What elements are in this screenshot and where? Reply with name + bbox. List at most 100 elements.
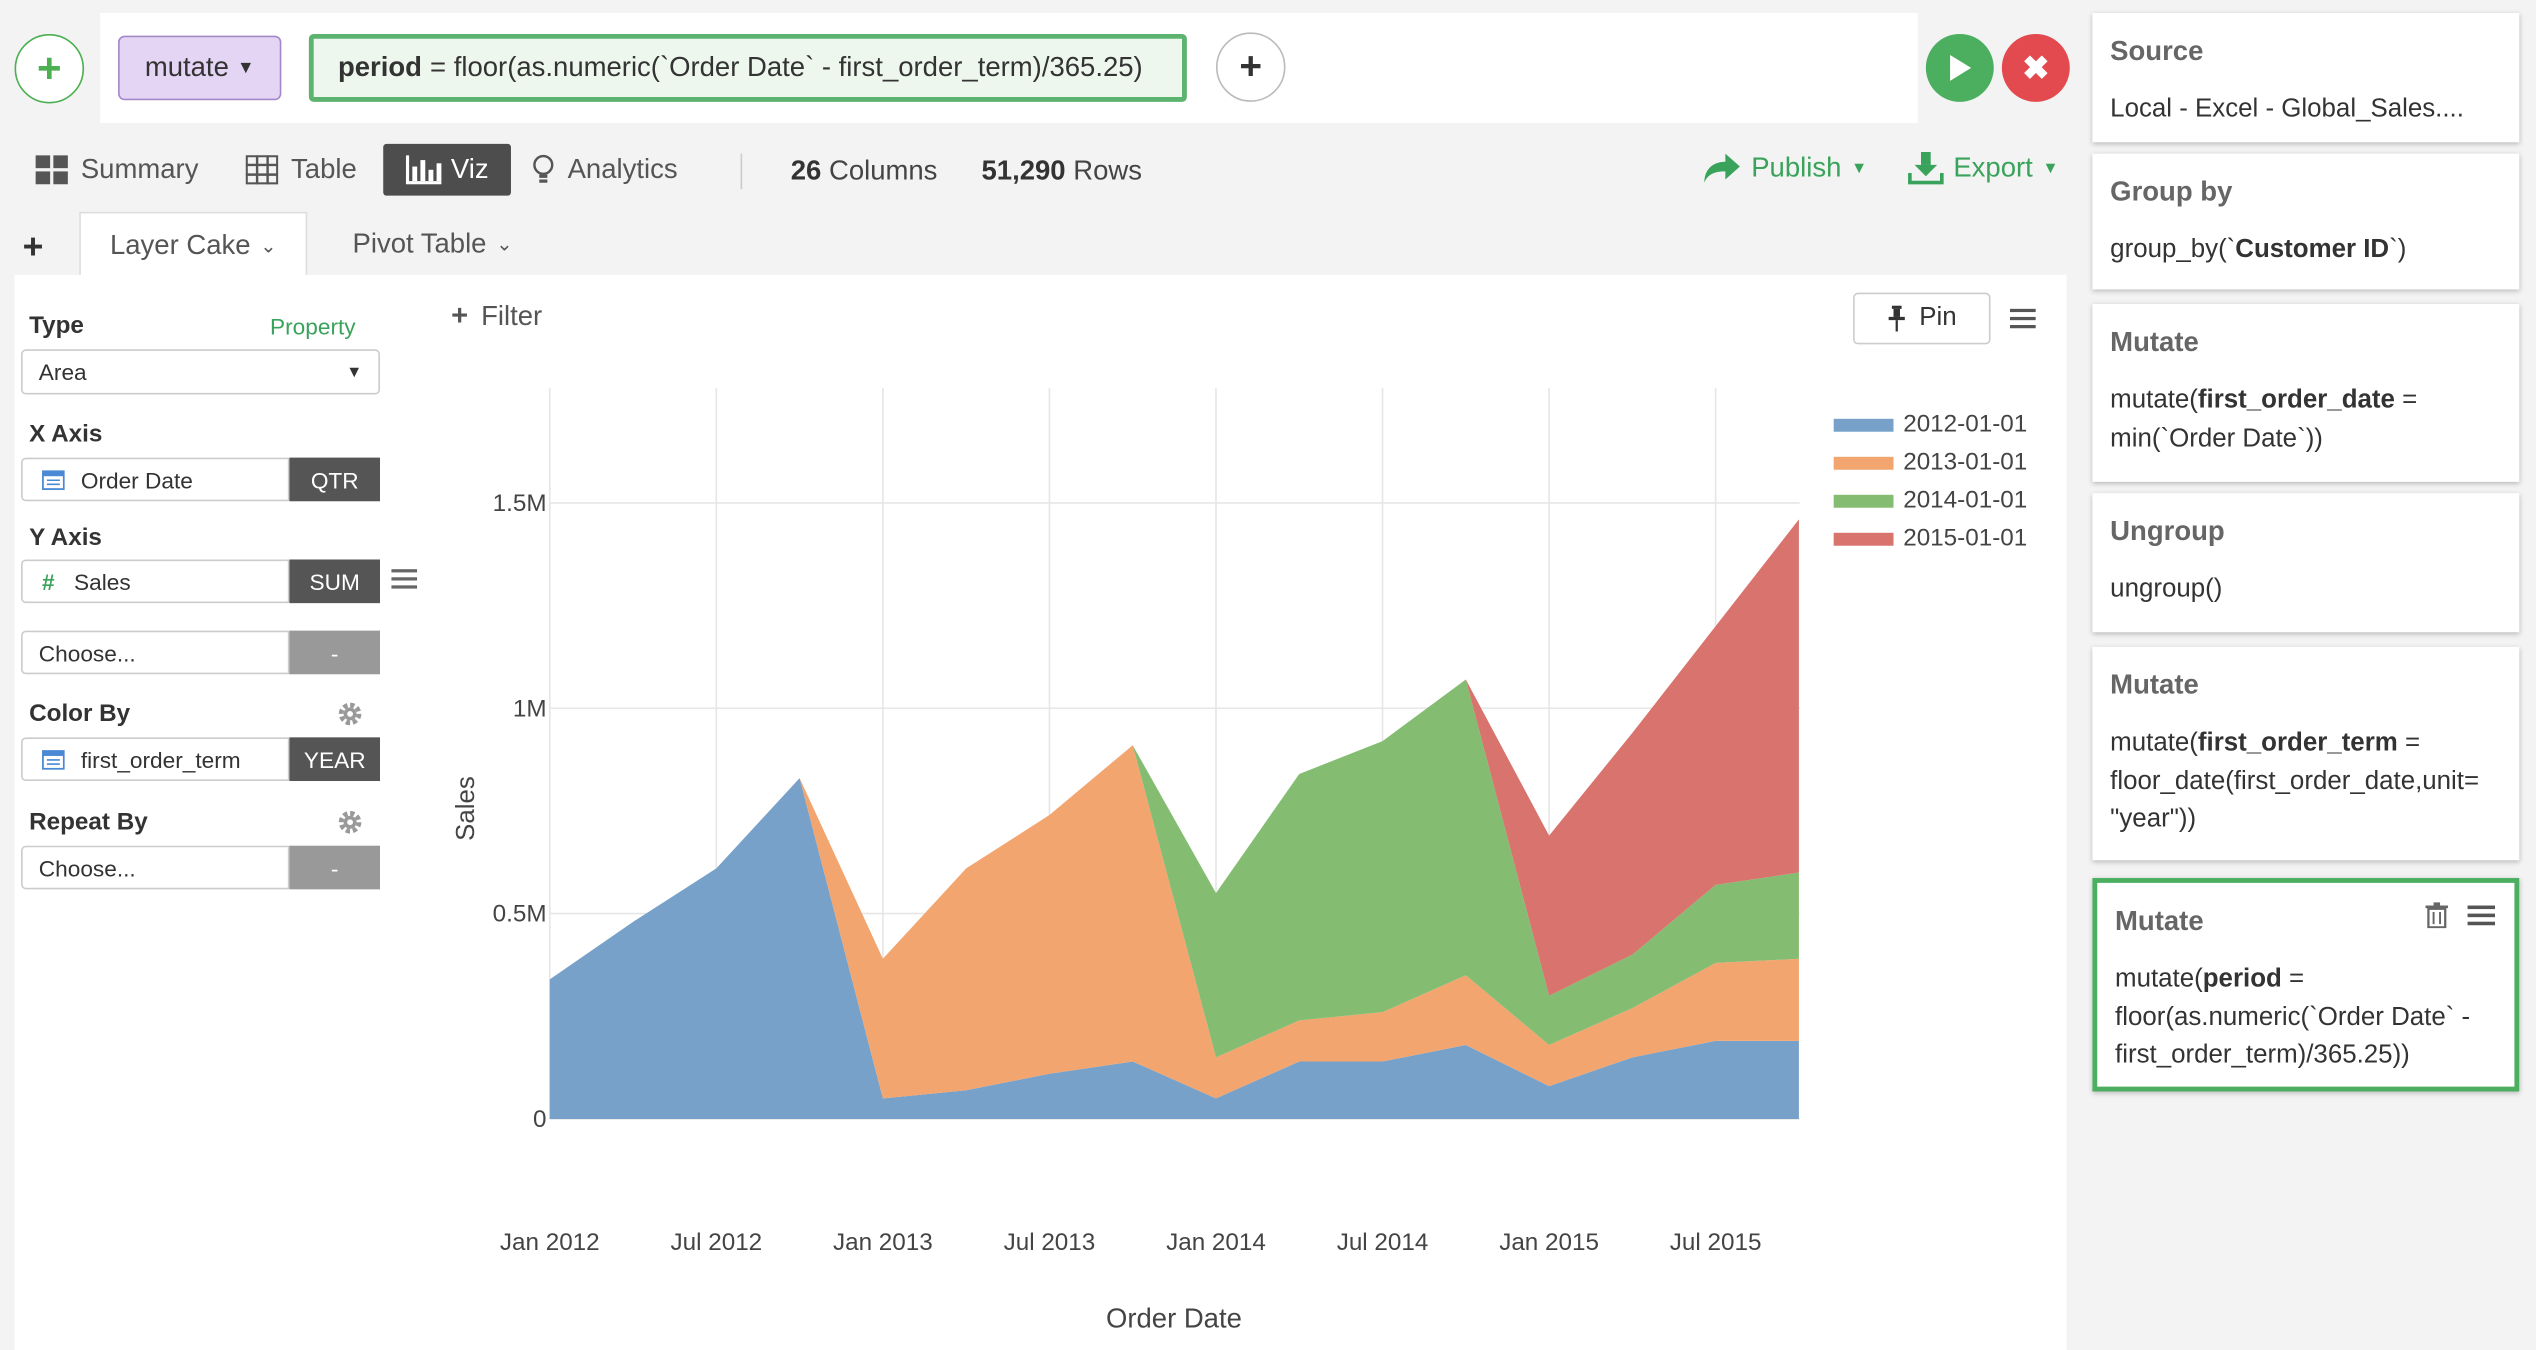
color-by-agg[interactable]: YEAR — [289, 737, 380, 782]
columns-count-value: 26 — [790, 155, 822, 186]
repeat-by-field[interactable]: Choose... — [21, 845, 290, 890]
legend-swatch — [1833, 494, 1894, 508]
y-axis-field-value: Sales — [74, 568, 131, 595]
legend-label: 2015-01-01 — [1903, 525, 2027, 552]
view-summary-label: Summary — [80, 153, 199, 185]
x-axis-field-value: Order Date — [80, 466, 193, 493]
view-table[interactable]: Table — [245, 144, 357, 196]
formula-variable: period — [337, 51, 422, 83]
tab-pivot-table-label: Pivot Table — [352, 227, 487, 259]
view-viz[interactable]: Viz — [383, 143, 511, 196]
chevron-down-icon: ⌄ — [496, 232, 513, 256]
y-axis-label: Y Axis — [29, 523, 102, 552]
chart-type-value: Area — [38, 358, 87, 385]
caret-down-icon: ▼ — [346, 363, 363, 381]
x-axis-agg[interactable]: QTR — [289, 457, 380, 502]
view-table-label: Table — [291, 153, 357, 185]
view-analytics[interactable]: Analytics — [532, 144, 678, 196]
view-summary[interactable]: Summary — [35, 144, 199, 196]
number-icon: # — [42, 568, 55, 595]
y-axis-title: Sales — [452, 776, 480, 841]
y-axis-second-agg[interactable]: - — [289, 630, 380, 675]
plus-icon: + — [451, 299, 469, 332]
grid-icon — [35, 155, 68, 185]
x-tick-label: Jan 2012 — [500, 1229, 600, 1256]
tab-layer-cake[interactable]: Layer Cake ⌄ — [79, 211, 308, 277]
step-card[interactable]: Mutate mutate(first_order_date = min(`Ord… — [2092, 303, 2520, 482]
step-body: ungroup() — [2110, 575, 2223, 604]
add-step-button[interactable]: + — [14, 33, 85, 104]
pin-button[interactable]: Pin — [1853, 292, 1991, 345]
repeat-by-agg[interactable]: - — [289, 845, 380, 890]
x-axis-field[interactable]: Order Date — [21, 457, 290, 502]
chart-menu-icon[interactable] — [2009, 307, 2036, 338]
add-tab-button[interactable]: + — [22, 226, 44, 267]
tab-pivot-table[interactable]: Pivot Table ⌄ — [353, 212, 513, 277]
x-tick-label: Jan 2013 — [833, 1229, 933, 1256]
x-tick-label: Jan 2014 — [1166, 1229, 1266, 1256]
table-icon — [245, 155, 279, 185]
x-tick-label: Jul 2013 — [1004, 1229, 1096, 1256]
run-button[interactable] — [1925, 33, 1994, 102]
caret-down-icon: ▼ — [236, 58, 255, 78]
y-tick-label: 1.5M — [493, 490, 547, 517]
view-analytics-label: Analytics — [567, 153, 678, 185]
add-filter-button[interactable]: + Filter — [451, 299, 542, 333]
y-axis-second-placeholder: Choose... — [38, 639, 136, 666]
step-card[interactable]: Source Local - Excel - Global_Sales.... — [2092, 12, 2520, 143]
step-actions — [2425, 902, 2496, 929]
step-body: mutate(first_order_term = floor_date(fir… — [2110, 729, 2480, 833]
publish-button[interactable]: Publish ▼ — [1703, 152, 1867, 184]
y-axis-agg[interactable]: SUM — [289, 559, 380, 604]
area-series-2012-01-01 — [549, 778, 1799, 1119]
y-tick-label: 0.5M — [493, 901, 547, 928]
step-body: group_by(`Customer ID`) — [2110, 236, 2407, 264]
chart-type-select[interactable]: Area ▼ — [21, 349, 380, 395]
menu-icon[interactable] — [2467, 904, 2496, 927]
step-body: mutate(period = floor(as.numeric(`Order … — [2115, 965, 2471, 1069]
formula-expression: = floor(as.numeric(`Order Date` - first_… — [430, 51, 1143, 83]
color-by-field[interactable]: first_order_term — [21, 737, 290, 782]
view-viz-label: Viz — [450, 153, 489, 185]
command-mode-dropdown[interactable]: mutate ▼ — [118, 35, 282, 101]
export-label: Export — [1953, 151, 2033, 183]
x-tick-label: Jul 2015 — [1670, 1229, 1762, 1256]
columns-count-label: Columns — [828, 155, 938, 186]
step-card[interactable]: Mutate mutate(first_order_term = floor_da… — [2092, 646, 2520, 861]
legend-label: 2013-01-01 — [1903, 449, 2027, 476]
tab-layer-cake-label: Layer Cake — [109, 228, 251, 260]
step-body: Local - Excel - Global_Sales.... — [2110, 95, 2464, 123]
y-axis-field[interactable]: # Sales — [21, 559, 290, 604]
step-title: Mutate — [2110, 326, 2199, 358]
step-card[interactable]: Mutate mutate(period = floor(as.numeric(`… — [2092, 878, 2520, 1092]
x-axis-label: X Axis — [29, 420, 103, 448]
step-title: Ungroup — [2110, 515, 2225, 547]
columns-count: 26 Columns — [791, 155, 938, 187]
trash-icon[interactable] — [2425, 902, 2449, 929]
lightbulb-icon — [533, 154, 554, 183]
step-title: Group by — [2110, 176, 2233, 207]
color-by-gear-icon[interactable] — [336, 700, 363, 736]
repeat-by-gear-icon[interactable] — [336, 809, 363, 845]
repeat-by-label: Repeat By — [29, 808, 148, 836]
step-card[interactable]: Group by group_by(`Customer ID`) — [2092, 153, 2520, 290]
y-axis-second-field[interactable]: Choose... — [21, 630, 290, 675]
export-button[interactable]: Export ▼ — [1908, 151, 2059, 185]
calendar-icon — [42, 470, 65, 490]
property-link[interactable]: Property — [270, 313, 356, 340]
filter-label: Filter — [481, 299, 543, 331]
area-chart: 0 0.5M 1M 1.5M Jan 2012 Jul 2012 Jan 2013 Jul … — [452, 388, 2027, 1334]
legend-swatch — [1833, 456, 1894, 470]
legend-swatch — [1833, 418, 1894, 432]
toolbar-divider — [740, 153, 743, 190]
step-card[interactable]: Ungroup ungroup() — [2092, 493, 2520, 633]
step-body: mutate(first_order_date = min(`Order Dat… — [2110, 386, 2418, 452]
color-by-label: Color By — [29, 700, 131, 728]
play-icon — [1950, 54, 1972, 81]
cancel-button[interactable]: ✖ — [2001, 33, 2070, 102]
formula-input[interactable]: period = floor(as.numeric(`Order Date` -… — [308, 33, 1187, 102]
add-command-button[interactable]: + — [1215, 32, 1286, 102]
y-axis-menu-icon[interactable] — [391, 568, 418, 599]
pin-icon — [1888, 305, 1905, 332]
rows-count: 51,290 Rows — [982, 155, 1142, 187]
